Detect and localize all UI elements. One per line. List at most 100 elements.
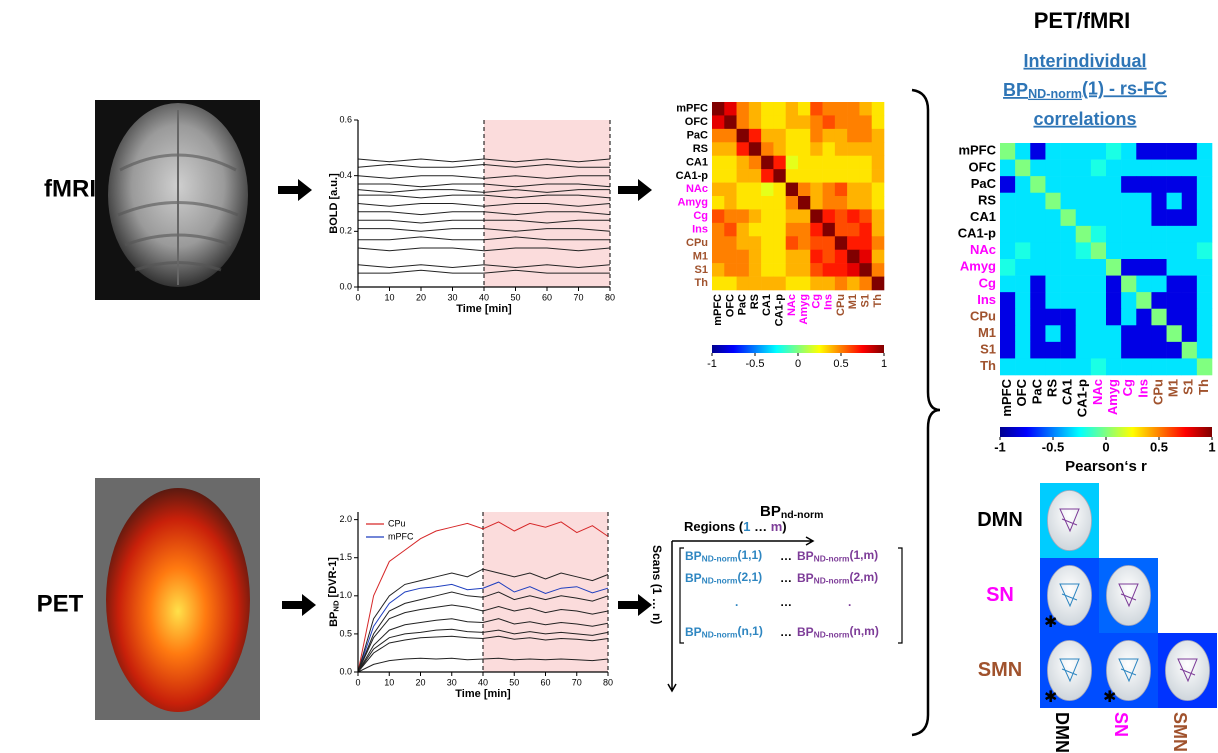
heat-cell bbox=[1030, 192, 1046, 210]
heat-cell bbox=[1075, 209, 1092, 227]
subtitle: BPND-norm(1) - rs-FC bbox=[1003, 78, 1167, 101]
heat-cell bbox=[1000, 275, 1016, 293]
heat-cell bbox=[871, 276, 885, 291]
heat-cell bbox=[773, 169, 787, 183]
heat-cell bbox=[859, 182, 873, 197]
x-tick-label: 30 bbox=[447, 677, 457, 687]
col-label: Ins bbox=[1135, 379, 1150, 398]
heat-cell bbox=[822, 102, 836, 116]
x-tick-label: 0 bbox=[355, 292, 360, 302]
heat-cell bbox=[1075, 308, 1092, 326]
heat-cell bbox=[1075, 358, 1092, 376]
axis-arrows bbox=[667, 536, 815, 693]
row-label: RS bbox=[693, 143, 708, 155]
heat-cell bbox=[1060, 259, 1077, 276]
heat-cell bbox=[773, 276, 787, 291]
matrix-entry: BPND-norm(1,1) bbox=[685, 548, 762, 564]
heat-cell bbox=[1121, 176, 1137, 194]
heat-cell bbox=[785, 236, 799, 251]
heat-cell bbox=[1136, 275, 1152, 293]
heat-cell bbox=[1030, 275, 1046, 293]
col-label: mPFC bbox=[712, 294, 724, 326]
x-tick-label: 60 bbox=[542, 292, 552, 302]
heat-cell bbox=[1181, 143, 1198, 160]
heat-cell bbox=[1151, 192, 1167, 210]
heat-cell bbox=[1166, 209, 1183, 227]
heat-cell bbox=[761, 182, 774, 197]
heat-cell bbox=[1121, 259, 1137, 276]
matrix-dots: … bbox=[780, 625, 792, 639]
heat-cell bbox=[859, 263, 873, 277]
heat-cell bbox=[847, 115, 860, 130]
col-label: M1 bbox=[1166, 379, 1181, 397]
heat-cell bbox=[1000, 225, 1016, 243]
heat-cell bbox=[724, 263, 737, 277]
matrix-entry: BPND-norm(1,m) bbox=[797, 548, 878, 564]
heat-cell bbox=[1045, 292, 1061, 310]
heat-cell bbox=[748, 169, 762, 183]
heat-cell bbox=[1136, 143, 1152, 160]
heat-cell bbox=[736, 155, 750, 170]
brain-icon bbox=[1106, 640, 1151, 701]
heat-cell bbox=[798, 128, 811, 143]
heat-cell bbox=[1030, 176, 1046, 194]
network-row-label: SMN bbox=[978, 659, 1022, 681]
heat-cell bbox=[1000, 259, 1016, 276]
heat-cell bbox=[834, 169, 848, 183]
heat-cell bbox=[1151, 292, 1167, 310]
heat-cell bbox=[1030, 225, 1046, 243]
heat-cell bbox=[748, 276, 762, 291]
heat-cell bbox=[822, 115, 836, 130]
heat-cell bbox=[712, 236, 725, 251]
heat-cell bbox=[1166, 242, 1183, 260]
heat-cell bbox=[1151, 176, 1167, 194]
x-tick-label: 60 bbox=[540, 677, 550, 687]
title: PET/fMRI bbox=[1034, 8, 1131, 33]
col-label: CPu bbox=[1150, 379, 1165, 405]
heat-cell bbox=[785, 155, 799, 170]
heat-cell bbox=[1090, 192, 1107, 210]
heat-cell bbox=[859, 249, 873, 264]
heat-cell bbox=[1075, 341, 1092, 359]
heat-cell bbox=[761, 142, 774, 157]
row-label: NAc bbox=[970, 242, 996, 257]
heat-cell bbox=[834, 155, 848, 170]
heat-cell bbox=[1181, 292, 1198, 310]
row-label: S1 bbox=[695, 264, 708, 276]
heat-cell bbox=[1151, 308, 1167, 326]
heat-cell bbox=[761, 222, 774, 237]
heat-cell bbox=[785, 196, 799, 210]
heat-cell bbox=[871, 142, 885, 157]
heat-cell bbox=[1000, 176, 1016, 194]
heat-cell bbox=[773, 182, 787, 197]
heat-cell bbox=[871, 155, 885, 170]
heat-cell bbox=[712, 128, 725, 143]
heat-cell bbox=[1075, 242, 1092, 260]
heat-cell bbox=[822, 209, 836, 224]
matrix-entry-main: BP bbox=[797, 625, 814, 639]
heat-cell bbox=[1090, 292, 1107, 310]
heat-cell bbox=[822, 169, 836, 183]
heat-cell bbox=[1000, 308, 1016, 326]
row-label: mPFC bbox=[958, 143, 996, 158]
y-label: BPND [DVR-1] bbox=[327, 557, 340, 627]
heat-cell bbox=[1151, 358, 1167, 376]
row-label: Th bbox=[980, 358, 996, 373]
row-label: PET bbox=[37, 590, 84, 617]
heat-cell bbox=[871, 128, 885, 143]
heat-cell bbox=[724, 128, 737, 143]
x-tick-label: 10 bbox=[384, 292, 394, 302]
heat-cell bbox=[810, 102, 823, 116]
heat-cell bbox=[871, 236, 885, 251]
heat-cell bbox=[748, 196, 762, 210]
heat-cell bbox=[1181, 159, 1198, 177]
heat-cell bbox=[736, 263, 750, 277]
heat-cell bbox=[1151, 259, 1167, 276]
row-label: Amyg bbox=[677, 197, 708, 209]
network-col-label: SN bbox=[1111, 712, 1131, 737]
heat-cell bbox=[798, 249, 811, 264]
heat-cell bbox=[798, 196, 811, 210]
heat-cell bbox=[1121, 242, 1137, 260]
heat-cell bbox=[822, 196, 836, 210]
